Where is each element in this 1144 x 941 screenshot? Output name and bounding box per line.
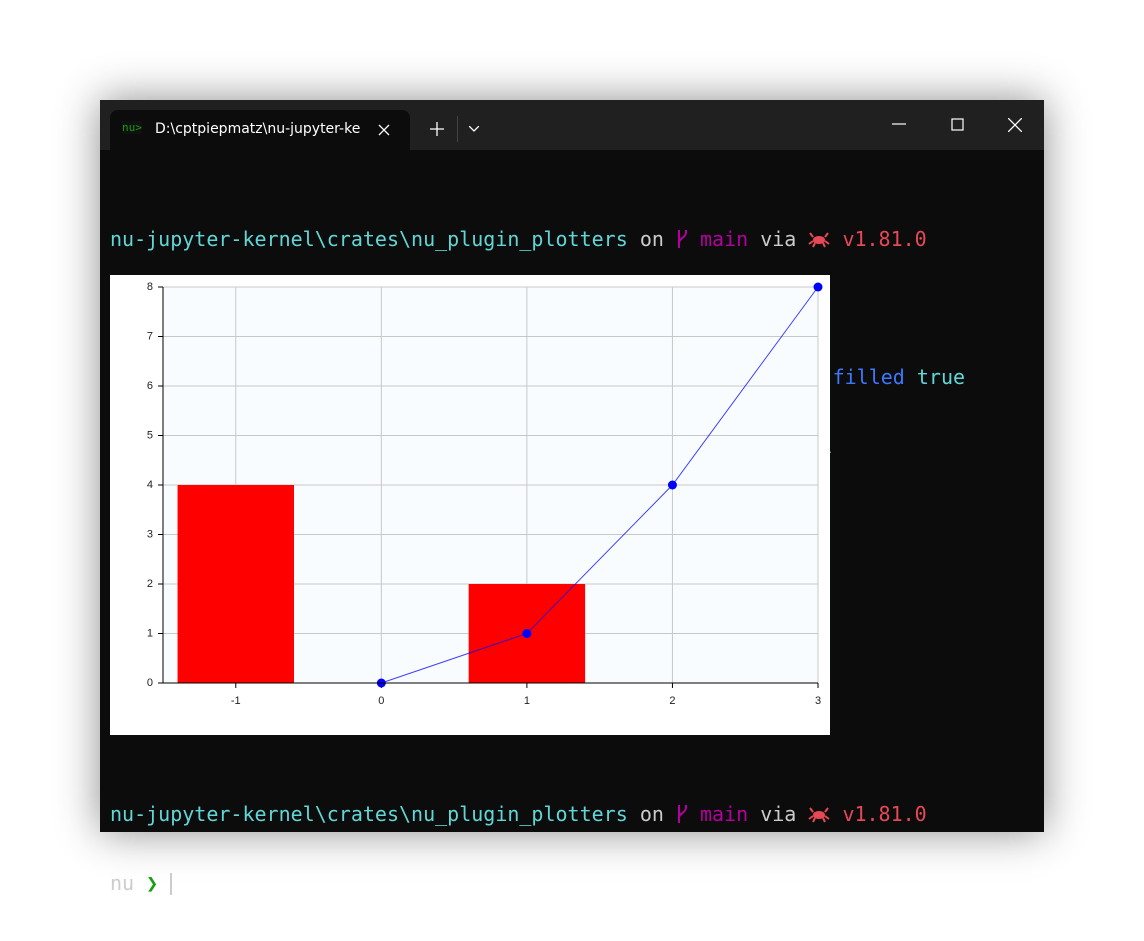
y-tick-label: 6 xyxy=(147,380,153,392)
prompt-line: nu-jupyter-kernel\crates\nu_plugin_plott… xyxy=(110,803,927,826)
point xyxy=(522,629,532,638)
tab[interactable]: nu> D:\cptpiepmatz\nu-jupyter-ke xyxy=(110,110,410,150)
x-tick-label: 0 xyxy=(378,695,384,707)
minimize[interactable] xyxy=(892,118,906,132)
prompt-branch: main xyxy=(700,802,749,826)
y-tick-label: 0 xyxy=(147,677,153,689)
line xyxy=(381,286,819,684)
prompt-via: via xyxy=(760,802,797,826)
terminal-window: nu> D:\cptpiepmatz\nu-jupyter-ke nu-jupy… xyxy=(100,100,1044,895)
y-tick-label: 2 xyxy=(147,578,153,590)
chart: 0 1 2 3 4 5 6 7 8 -1 0 1 2 3 xyxy=(110,275,830,735)
prompt-on: on xyxy=(639,227,664,251)
point xyxy=(667,480,677,490)
x-tick-label: -1 xyxy=(231,695,241,707)
y-tick-label: 8 xyxy=(147,281,153,293)
new-tab[interactable] xyxy=(430,122,444,136)
x-tick-label: 1 xyxy=(524,695,530,707)
close-tab[interactable] xyxy=(378,124,390,136)
prompt-on: on xyxy=(639,802,664,826)
y-tick-label: 5 xyxy=(147,429,153,441)
x-tick-label: 2 xyxy=(669,695,675,707)
terminal-output: nu-jupyter-kernel\crates\nu_plugin_plott… xyxy=(110,757,927,941)
crab-icon xyxy=(808,807,830,823)
separator xyxy=(457,116,458,142)
cursor xyxy=(170,873,173,895)
branch-icon xyxy=(677,230,687,248)
command-line: nu ❯ xyxy=(110,872,927,895)
shell-name: nu xyxy=(110,871,135,895)
branch-icon xyxy=(677,805,687,823)
prompt-branch: main xyxy=(700,227,749,251)
y-tick-label: 7 xyxy=(147,330,153,342)
bar xyxy=(177,485,294,683)
prompt-line: nu-jupyter-kernel\crates\nu_plugin_plott… xyxy=(110,228,965,251)
tab-icon: nu> xyxy=(122,121,142,134)
crab-icon xyxy=(808,232,830,248)
x-tick-label: 3 xyxy=(815,695,821,707)
prompt-path: nu-jupyter-kernel\crates\nu_plugin_plott… xyxy=(110,802,628,826)
prompt-path: nu-jupyter-kernel\crates\nu_plugin_plott… xyxy=(110,227,628,251)
close-window[interactable] xyxy=(1008,118,1022,132)
tab-menu[interactable] xyxy=(469,126,479,132)
maximize[interactable] xyxy=(951,118,965,132)
y-tick-label: 4 xyxy=(147,479,153,491)
prompt-indicator: ❯ xyxy=(146,871,159,895)
prompt-version: v1.81.0 xyxy=(842,227,927,251)
title-bar: nu> D:\cptpiepmatz\nu-jupyter-ke xyxy=(100,100,1044,150)
point xyxy=(813,282,823,292)
token: --filled xyxy=(796,365,905,389)
tab-title: D:\cptpiepmatz\nu-jupyter-ke xyxy=(155,121,361,137)
y-tick-label: 3 xyxy=(147,528,153,540)
prompt-via: via xyxy=(760,227,797,251)
token: true xyxy=(904,365,966,389)
prompt-version: v1.81.0 xyxy=(842,802,927,826)
y-tick-label: 1 xyxy=(147,627,153,639)
